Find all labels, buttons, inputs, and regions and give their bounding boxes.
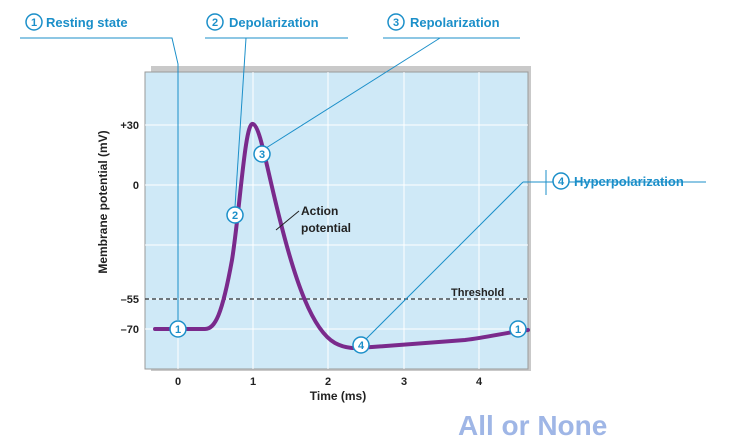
svg-text:1: 1 — [175, 324, 181, 336]
svg-text:Repolarization: Repolarization — [410, 15, 500, 30]
action-potential-label-2: potential — [301, 221, 351, 235]
svg-text:3: 3 — [393, 17, 399, 29]
svg-text:1: 1 — [515, 324, 521, 336]
action-potential-pointer — [275, 210, 300, 231]
x-tick-2: 2 — [325, 376, 331, 388]
marker-3: 3 — [253, 145, 271, 163]
svg-text:4: 4 — [558, 176, 565, 188]
svg-text:2: 2 — [212, 17, 218, 29]
y-tick-plus30: +30 — [120, 120, 139, 132]
x-tick-4: 4 — [476, 376, 483, 388]
svg-text:3: 3 — [259, 149, 265, 161]
stage-resting-state: 1 Resting state — [25, 13, 128, 31]
marker-2: 2 — [226, 206, 244, 224]
y-tick-minus70: –70 — [121, 324, 139, 336]
plot-area — [144, 71, 529, 370]
stage-depolarization: 2 Depolarization — [206, 13, 319, 31]
stage-repolarization: 3 Repolarization — [387, 13, 500, 31]
svg-text:Resting state: Resting state — [46, 15, 128, 30]
marker-1a: 1 — [169, 320, 187, 338]
marker-1b: 1 — [509, 320, 527, 338]
svg-text:Depolarization: Depolarization — [229, 15, 319, 30]
svg-text:1: 1 — [31, 17, 37, 29]
action-potential-label-1: Action — [301, 204, 338, 218]
svg-text:2: 2 — [232, 210, 238, 222]
svg-text:4: 4 — [358, 340, 365, 352]
threshold-label: Threshold — [451, 287, 504, 299]
stage-hyperpolarization: 4 Hyperpolarization — [552, 172, 684, 190]
y-tick-0: 0 — [133, 180, 139, 192]
x-axis-title: Time (ms) — [310, 389, 366, 403]
marker-4: 4 — [352, 336, 370, 354]
x-tick-1: 1 — [250, 376, 256, 388]
y-tick-minus55: –55 — [121, 294, 139, 306]
x-tick-3: 3 — [401, 376, 407, 388]
x-tick-0: 0 — [175, 376, 181, 388]
svg-text:Hyperpolarization: Hyperpolarization — [574, 174, 684, 189]
y-axis-title: Membrane potential (mV) — [96, 130, 110, 273]
all-or-none-caption: All or None — [458, 410, 608, 441]
leader-lines — [20, 37, 706, 341]
